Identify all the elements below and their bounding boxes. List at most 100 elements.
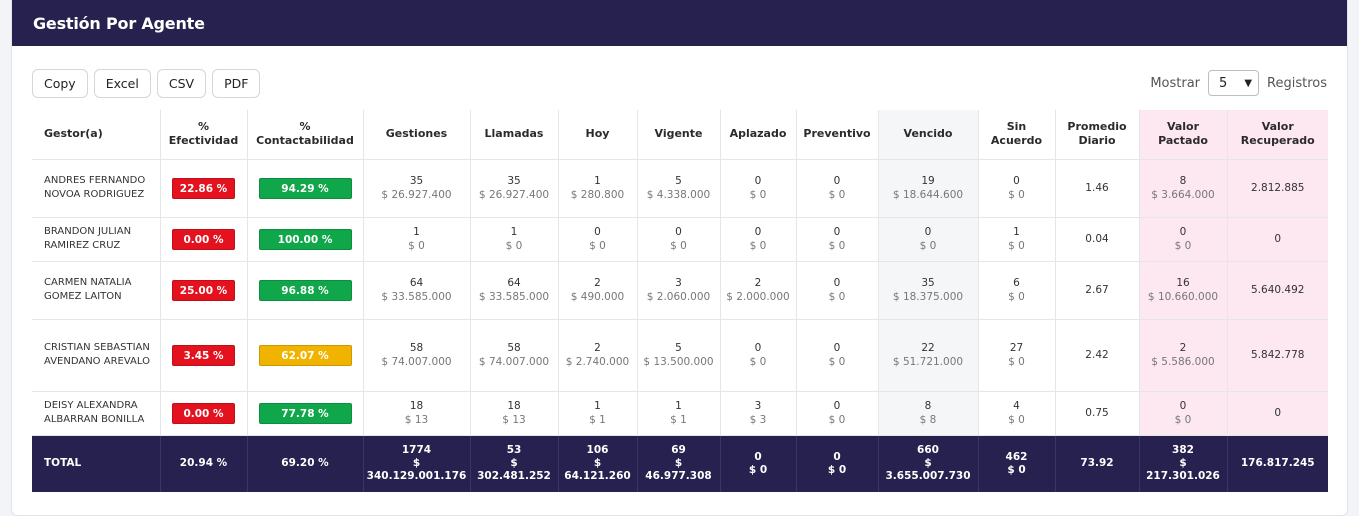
excel-button[interactable]: Excel xyxy=(93,68,151,98)
contactabilidad-badge: 96.88 % xyxy=(258,279,352,301)
amount-value: $ 2.060.000 xyxy=(646,291,711,303)
amount-value: $ 0 xyxy=(749,356,767,368)
total-sin-acuerdo: 462 $ 0 xyxy=(978,435,1056,492)
preventivo-cell: 0 $ 0 xyxy=(796,261,879,320)
amount-value: $ 0 xyxy=(670,240,687,252)
amount-value: $ 74.007.000 xyxy=(478,356,550,368)
llamadas-cell: 58 $ 74.007.000 xyxy=(470,319,559,392)
efectividad-badge: 25.00 % xyxy=(172,279,235,301)
amount-value: $ 18.644.600 xyxy=(892,189,964,201)
gestion-card: Gestión Por Agente Copy Excel CSV PDF Mo… xyxy=(11,0,1348,516)
pdf-button[interactable]: PDF xyxy=(212,68,261,98)
amount-value: $ 8 xyxy=(919,414,937,426)
table-row: DEISY ALEXANDRA ALBARRAN BONILLA 0.00 % 77… xyxy=(32,391,1328,436)
col-vigente[interactable]: Vigente xyxy=(637,110,721,160)
sin-acuerdo-cell: 6 $ 0 xyxy=(978,261,1056,320)
col-hoy[interactable]: Hoy xyxy=(558,110,638,160)
total-vencido: 660 $3.655.007.730 xyxy=(878,435,979,492)
amount-value: $ 26.927.400 xyxy=(381,189,452,201)
count-value: 1 xyxy=(675,400,682,412)
count-value: 3 xyxy=(754,400,762,412)
count-value: 5 xyxy=(675,342,682,354)
count-value: 18 xyxy=(507,400,521,412)
contactabilidad-badge: 77.78 % xyxy=(258,402,352,424)
amount-value: $ 3.664.000 xyxy=(1151,189,1215,201)
efectividad-cell: 25.00 % xyxy=(160,261,248,320)
aplazado-cell: 2 $ 2.000.000 xyxy=(720,261,797,320)
export-buttons: Copy Excel CSV PDF xyxy=(32,68,261,98)
count-value: 19 xyxy=(921,175,935,187)
pactado-cell: 0 $ 0 xyxy=(1139,391,1228,436)
col-gestor[interactable]: Gestor(a) xyxy=(32,110,161,160)
gestiones-cell: 1 $ 0 xyxy=(363,217,471,262)
col-gestiones[interactable]: Gestiones xyxy=(363,110,471,160)
contactabilidad-cell: 100.00 % xyxy=(247,217,364,262)
amount-value: $ 2.000.000 xyxy=(726,291,790,303)
amount-value: $ 0 xyxy=(1008,189,1025,201)
count-value: 1 xyxy=(1013,226,1020,238)
amount-value: $ 13 xyxy=(404,414,429,426)
col-efectividad[interactable]: % Efectividad xyxy=(160,110,248,160)
preventivo-cell: 0 $ 0 xyxy=(796,319,879,392)
col-promedio[interactable]: Promedio Diario xyxy=(1055,110,1140,160)
page-length-select[interactable]: 5 ▼ xyxy=(1208,70,1260,96)
col-aplazado[interactable]: Aplazado xyxy=(720,110,797,160)
gestor-name: CARMEN NATALIA GOMEZ LAITON xyxy=(32,261,161,320)
total-vigente: 69 $46.977.308 xyxy=(637,435,721,492)
efectividad-badge: 3.45 % xyxy=(172,344,235,366)
col-pactado[interactable]: Valor Pactado xyxy=(1139,110,1228,160)
amount-value: $ 13 xyxy=(502,414,526,426)
vencido-cell: 0 $ 0 xyxy=(878,217,979,262)
vigente-cell: 3 $ 2.060.000 xyxy=(637,261,721,320)
col-recuperado[interactable]: Valor Recuperado xyxy=(1227,110,1328,160)
amount-value: $ 26.927.400 xyxy=(478,189,550,201)
hoy-cell: 2 $ 2.740.000 xyxy=(558,319,638,392)
sin-acuerdo-cell: 4 $ 0 xyxy=(978,391,1056,436)
col-preventivo[interactable]: Preventivo xyxy=(796,110,879,160)
contactabilidad-badge: 94.29 % xyxy=(258,177,352,199)
count-value: 0 xyxy=(675,226,682,238)
efectividad-cell: 3.45 % xyxy=(160,319,248,392)
count-value: 16 xyxy=(1176,277,1190,289)
hoy-cell: 1 $ 1 xyxy=(558,391,638,436)
total-gestiones: 1774 $340.129.001.176 xyxy=(363,435,471,492)
amount-value: $ 0 xyxy=(1008,291,1025,303)
gestiones-cell: 35 $ 26.927.400 xyxy=(363,159,471,218)
promedio-cell: 2.67 xyxy=(1055,261,1140,320)
count-value: 0 xyxy=(754,342,762,354)
table-row: BRANDON JULIAN RAMIREZ CRUZ 0.00 % 100.00 … xyxy=(32,217,1328,262)
gestor-name: BRANDON JULIAN RAMIREZ CRUZ xyxy=(32,217,161,262)
promedio-cell: 0.75 xyxy=(1055,391,1140,436)
amount-value: $ 10.660.000 xyxy=(1147,291,1219,303)
aplazado-cell: 3 $ 3 xyxy=(720,391,797,436)
amount-value: $ 0 xyxy=(589,240,606,252)
amount-value: $ 33.585.000 xyxy=(478,291,550,303)
page-length-value: 5 xyxy=(1219,75,1228,91)
hoy-cell: 0 $ 0 xyxy=(558,217,638,262)
col-sin-acuerdo[interactable]: Sin Acuerdo xyxy=(978,110,1056,160)
amount-value: $ 0 xyxy=(749,240,767,252)
aplazado-cell: 0 $ 0 xyxy=(720,159,797,218)
count-value: 3 xyxy=(675,277,682,289)
copy-button[interactable]: Copy xyxy=(32,68,88,98)
count-value: 0 xyxy=(1179,400,1187,412)
contactabilidad-badge: 62.07 % xyxy=(258,344,352,366)
csv-button[interactable]: CSV xyxy=(156,68,207,98)
col-contactabilidad[interactable]: % Contactabilidad xyxy=(247,110,364,160)
gestiones-cell: 64 $ 33.585.000 xyxy=(363,261,471,320)
col-llamadas[interactable]: Llamadas xyxy=(470,110,559,160)
col-vencido[interactable]: Vencido xyxy=(878,110,979,160)
amount-value: $ 0 xyxy=(505,240,523,252)
vigente-cell: 5 $ 4.338.000 xyxy=(637,159,721,218)
total-row: TOTAL 20.94 % 69.20 % 1774 $340.129.001.1… xyxy=(32,435,1328,492)
amount-value: $ 51.721.000 xyxy=(892,356,964,368)
amount-value: $ 2.740.000 xyxy=(565,356,630,368)
pactado-cell: 16 $ 10.660.000 xyxy=(1139,261,1228,320)
vencido-cell: 19 $ 18.644.600 xyxy=(878,159,979,218)
pactado-cell: 2 $ 5.586.000 xyxy=(1139,319,1228,392)
amount-value: $ 0 xyxy=(749,189,767,201)
count-value: 27 xyxy=(1009,342,1024,354)
sin-acuerdo-cell: 27 $ 0 xyxy=(978,319,1056,392)
total-hoy: 106 $64.121.260 xyxy=(558,435,638,492)
count-value: 2 xyxy=(594,342,601,354)
